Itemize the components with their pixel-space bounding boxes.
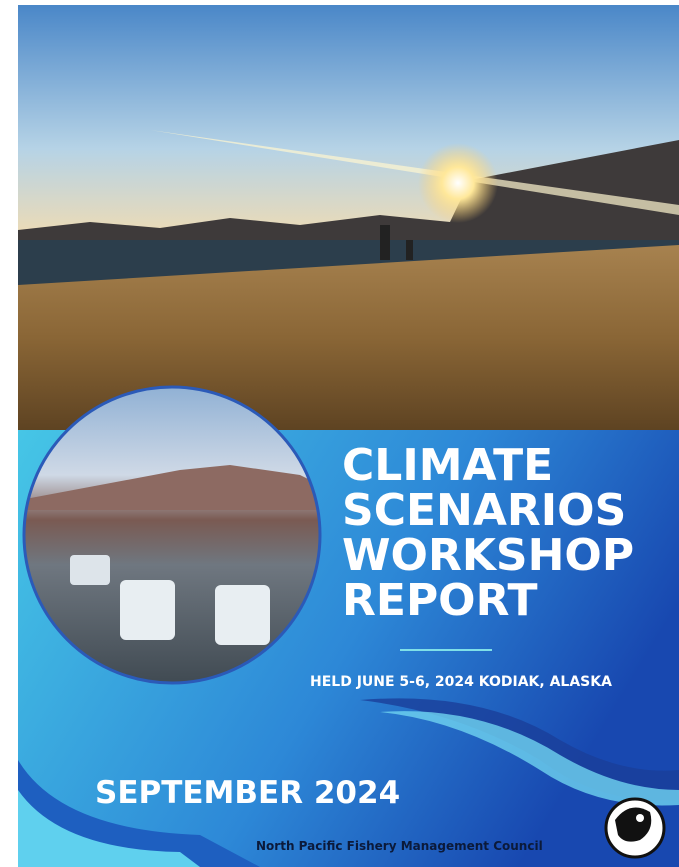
title-line: REPORT bbox=[342, 575, 538, 626]
held-line: HELD JUNE 5-6, 2024 KODIAK, ALASKA bbox=[310, 674, 612, 690]
logo bbox=[606, 799, 664, 857]
publisher: North Pacific Fishery Management Council bbox=[256, 839, 543, 853]
top-photo bbox=[18, 5, 679, 430]
title-line: WORKSHOP bbox=[342, 530, 634, 581]
title-line: SCENARIOS bbox=[342, 485, 626, 536]
date: SEPTEMBER 2024 bbox=[95, 775, 400, 811]
cover: CLIMATE SCENARIOS WORKSHOP REPORT HELD J… bbox=[0, 0, 679, 867]
title-line: CLIMATE bbox=[342, 440, 553, 491]
